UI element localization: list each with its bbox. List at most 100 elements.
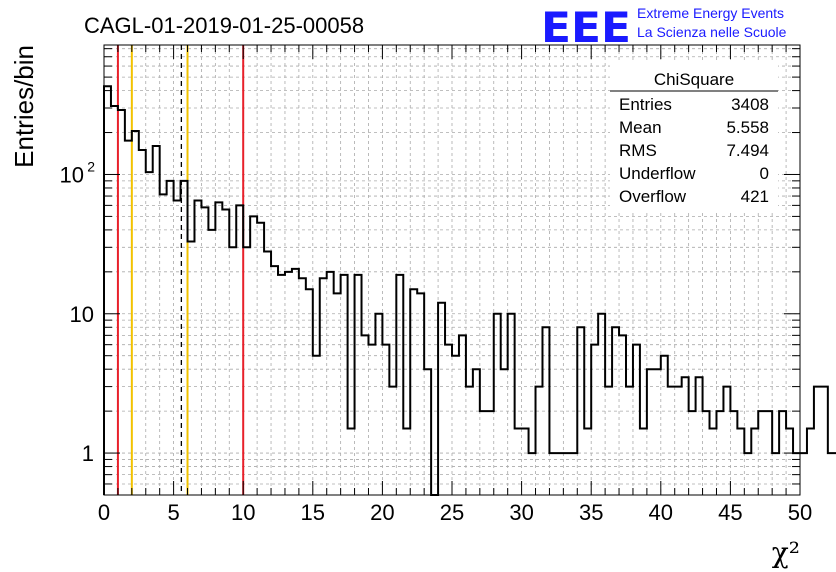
histogram-bin: [619, 335, 626, 495]
histogram-bin: [362, 335, 369, 495]
histogram-bin: [285, 272, 292, 495]
histogram-bin: [626, 387, 633, 495]
histogram-bin: [647, 369, 654, 495]
histogram-bin: [313, 356, 320, 495]
histogram-bin: [466, 387, 473, 495]
histogram-bin: [633, 345, 640, 495]
histogram-bin: [522, 429, 529, 495]
histogram-bin: [814, 387, 821, 495]
histogram-bin: [174, 201, 181, 495]
axis-ticks: [103, 45, 801, 495]
histogram-bin: [640, 429, 647, 495]
stats-row-value: 0: [760, 164, 769, 183]
histogram-bin: [605, 387, 612, 495]
histogram-bin: [278, 275, 285, 495]
x-tick-label: 5: [167, 500, 179, 525]
y-tick-label: 10: [70, 302, 94, 327]
histogram-bin: [821, 387, 828, 495]
histogram-bin: [696, 377, 703, 495]
histogram-bin: [264, 251, 271, 495]
histogram-bin: [201, 207, 208, 495]
histogram-bin: [445, 345, 452, 495]
stats-row-label: Mean: [619, 118, 662, 137]
histogram-bin: [654, 369, 661, 495]
histogram-bin: [355, 275, 362, 495]
eee-logo-mark: EEE: [541, 3, 631, 52]
histogram-bin: [424, 369, 431, 495]
y-tick-label-exponent: 2: [87, 158, 95, 174]
histogram-bin: [751, 429, 758, 495]
x-tick-label: 45: [718, 500, 742, 525]
histogram-bin: [675, 387, 682, 495]
histogram-bin: [710, 429, 717, 495]
histogram-outline: [103, 85, 836, 496]
histogram-bin: [222, 210, 229, 495]
histogram-bin: [139, 150, 146, 495]
histogram-bin: [375, 314, 382, 495]
histogram-bin: [215, 202, 222, 495]
stats-title: ChiSquare: [654, 70, 734, 89]
stats-row-value: 5.558: [726, 118, 769, 137]
histogram-bin: [800, 453, 807, 495]
histogram-bin: [271, 266, 278, 495]
stats-row-label: Overflow: [619, 187, 687, 206]
x-tick-label: 15: [301, 500, 325, 525]
histogram-bin: [591, 345, 598, 495]
stats-rows: Entries 3408 Mean 5.558 RMS 7.494 Underflow 0 Ov…: [619, 95, 769, 206]
histogram-bin: [396, 275, 403, 495]
histogram-bin: [459, 335, 466, 495]
histogram-bin: [438, 303, 445, 495]
stats-box: ChiSquare Entries 3408 Mean 5.558 RMS 7.494 Un…: [610, 62, 778, 210]
histogram: [103, 85, 836, 496]
stats-box-background: [610, 62, 778, 210]
histogram-bin: [723, 387, 730, 495]
histogram-bin: [786, 429, 793, 495]
stats-row-value: 421: [741, 187, 769, 206]
histogram-bin: [292, 269, 299, 495]
histogram-bin: [132, 131, 139, 495]
x-tick-label: 0: [98, 500, 110, 525]
histogram-bin: [682, 377, 689, 495]
histogram-bin: [125, 141, 132, 495]
x-tick-label: 10: [231, 500, 255, 525]
histogram-bin: [118, 110, 125, 495]
histogram-bin: [104, 86, 111, 495]
stats-row-value: 3408: [731, 95, 769, 114]
logo-line-1: Extreme Energy Events: [637, 5, 784, 21]
histogram-bin: [661, 356, 668, 495]
x-tick-label: 50: [788, 500, 812, 525]
histogram-bin: [243, 247, 250, 495]
histogram-bin: [737, 429, 744, 495]
y-tick-label: 10: [60, 162, 84, 187]
histogram-bin: [341, 275, 348, 495]
histogram-bin: [403, 429, 410, 495]
stats-row-label: Underflow: [619, 164, 696, 183]
eee-logo: EEE Extreme Energy Events La Scienza nel…: [541, 3, 787, 52]
histogram-bin: [584, 429, 591, 495]
histogram-bin: [807, 429, 814, 495]
histogram-bin: [668, 387, 675, 495]
histogram-bin: [111, 106, 118, 495]
histogram-bin: [389, 387, 396, 495]
reference-lines: [116, 45, 245, 495]
y-axis-title: Entries/bin: [9, 45, 39, 168]
x-tick-label: 20: [370, 500, 394, 525]
histogram-bin: [515, 429, 522, 495]
histogram-bin: [236, 205, 243, 495]
x-tick-label: 25: [440, 500, 464, 525]
histogram-bin: [828, 453, 835, 495]
histogram-bin: [188, 242, 195, 495]
histogram-bin: [208, 230, 215, 495]
x-tick-label: 30: [509, 500, 533, 525]
histogram-bin: [348, 429, 355, 495]
histogram-bin: [536, 387, 543, 495]
x-axis-title: χ²: [772, 536, 800, 569]
histogram-bin: [194, 201, 201, 495]
histogram-bin: [146, 172, 153, 495]
histogram-bin: [368, 345, 375, 495]
y-tick-label: 1: [82, 441, 94, 466]
x-tick-label: 35: [579, 500, 603, 525]
histogram-bin: [257, 223, 264, 495]
